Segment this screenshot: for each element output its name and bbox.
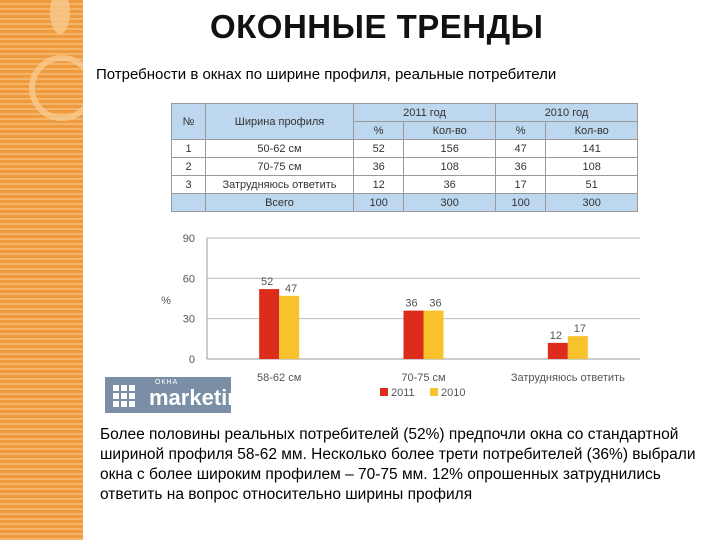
bar — [279, 295, 300, 359]
brand-logo: ОКНА marketing — [105, 377, 254, 413]
bar — [547, 342, 568, 359]
x-tick-label: Затрудняюсь ответить — [511, 372, 625, 384]
data-label: 52 — [261, 276, 273, 288]
cell-width: 50-62 см — [205, 139, 354, 158]
data-label: 17 — [574, 323, 586, 335]
legend-label: 2011 — [391, 387, 415, 399]
cell-qty-2010: 141 — [545, 139, 638, 158]
leaf-decoration-icon — [29, 0, 83, 121]
header-year-2010: 2010 год — [494, 103, 639, 122]
cell-qty-2010: 51 — [545, 175, 638, 194]
cell-no: 3 — [171, 175, 206, 194]
cell-total-pct-2010: 100 — [494, 193, 547, 212]
cell-pct-2011: 12 — [352, 175, 405, 194]
legend-label: 2010 — [441, 387, 465, 399]
page-subtitle: Потребности в окнах по ширине профиля, р… — [96, 66, 557, 83]
header-pct-2011: % — [352, 121, 405, 140]
header-year-2011: 2011 год — [353, 103, 496, 122]
cell-qty-2011: 108 — [403, 157, 496, 176]
cell-total-qty-2010: 300 — [545, 193, 638, 212]
logo-small-text: ОКНА — [155, 379, 179, 386]
bar — [423, 310, 444, 359]
legend-swatch — [430, 388, 438, 396]
summary-text: Более половины реальных потребителей (52… — [100, 426, 696, 503]
bar — [259, 289, 280, 359]
legend-swatch — [380, 388, 388, 396]
header-no: № — [171, 103, 206, 140]
cell-qty-2010: 108 — [545, 157, 638, 176]
table-row: 3 Затрудняюсь ответить 12 36 17 51 — [171, 175, 638, 194]
y-tick-label: 0 — [189, 354, 195, 366]
cell-qty-2011: 156 — [403, 139, 496, 158]
header-qty-2010: Кол-во — [545, 121, 638, 140]
cell-pct-2011: 36 — [352, 157, 405, 176]
bar — [403, 310, 424, 359]
page-title: ОКОННЫЕ ТРЕНДЫ — [210, 8, 544, 45]
bar-chart: 0 30 60 90% 52 47 58-62 см 36 36 70-75 см 12 17 Затр… — [161, 233, 640, 399]
bar — [567, 336, 588, 359]
cell-qty-2011: 36 — [403, 175, 496, 194]
cell-pct-2011: 52 — [352, 139, 405, 158]
cell-total-pct-2011: 100 — [352, 193, 405, 212]
cell-pct-2010: 47 — [494, 139, 547, 158]
cell-total-qty-2011: 300 — [403, 193, 496, 212]
cell-width: 70-75 см — [205, 157, 354, 176]
data-label: 12 — [550, 330, 562, 342]
cell-no: 1 — [171, 139, 206, 158]
logo-grid-icon — [113, 385, 135, 407]
data-table: № Ширина профиля 2011 год 2010 год % Кол… — [171, 103, 639, 212]
cell-pct-2010: 17 — [494, 175, 547, 194]
y-tick-label: 60 — [183, 273, 195, 285]
y-axis-label: % — [161, 295, 171, 307]
table-total-row: Всего 100 300 100 300 — [171, 193, 638, 212]
cell-no — [171, 193, 206, 212]
table-row: 2 70-75 см 36 108 36 108 — [171, 157, 638, 176]
y-tick-label: 30 — [183, 314, 195, 326]
cell-total-label: Всего — [205, 193, 354, 212]
cell-width: Затрудняюсь ответить — [205, 175, 354, 194]
decorative-sidebar — [0, 0, 83, 540]
table-row: 1 50-62 см 52 156 47 141 — [171, 139, 638, 158]
cell-no: 2 — [171, 157, 206, 176]
logo-main-text: marketing — [149, 385, 255, 410]
header-width: Ширина профиля — [205, 103, 354, 140]
header-qty-2011: Кол-во — [403, 121, 496, 140]
header-pct-2010: % — [494, 121, 547, 140]
x-tick-label: 70-75 см — [401, 372, 445, 384]
y-tick-label: 90 — [183, 233, 195, 245]
data-label: 36 — [405, 298, 417, 310]
table-header-row: № Ширина профиля 2011 год 2010 год — [171, 103, 639, 140]
cell-pct-2010: 36 — [494, 157, 547, 176]
data-label: 47 — [285, 283, 297, 295]
data-label: 36 — [429, 298, 441, 310]
x-tick-label: 58-62 см — [257, 372, 301, 384]
